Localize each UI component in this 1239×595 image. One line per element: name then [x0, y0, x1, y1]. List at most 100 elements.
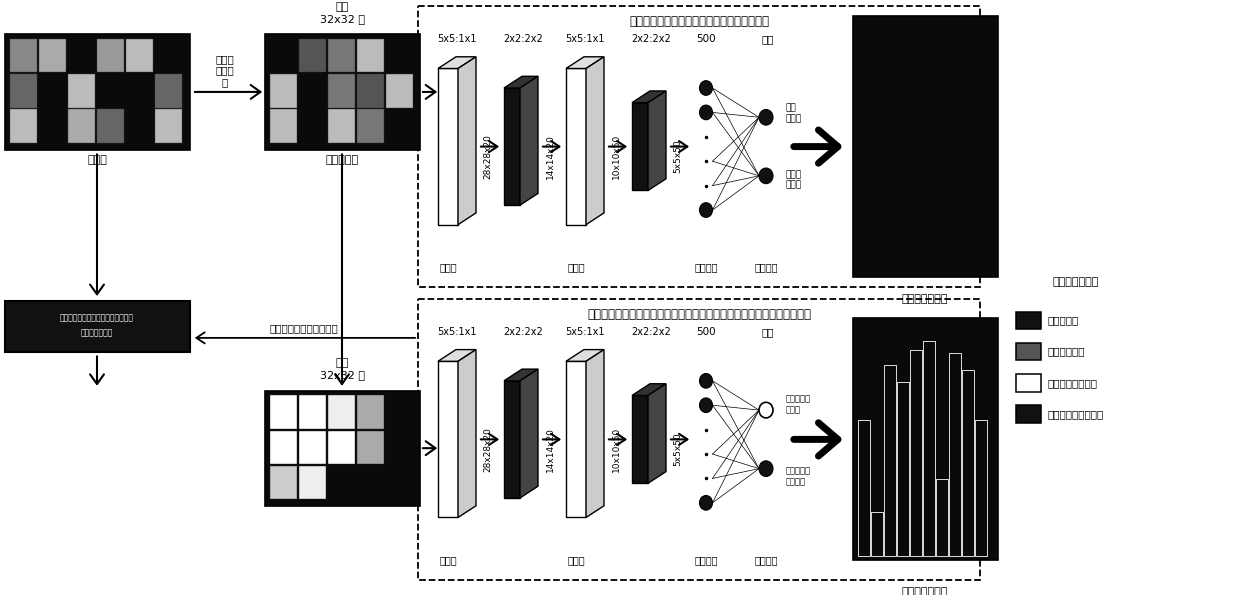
Polygon shape — [566, 350, 603, 361]
Polygon shape — [504, 76, 538, 88]
FancyBboxPatch shape — [299, 466, 326, 499]
Polygon shape — [586, 350, 603, 518]
Polygon shape — [520, 76, 538, 205]
Text: 2x2:2x2: 2x2:2x2 — [503, 35, 543, 44]
Polygon shape — [439, 361, 458, 518]
Text: 卷积层: 卷积层 — [439, 555, 457, 565]
FancyBboxPatch shape — [270, 431, 297, 464]
FancyBboxPatch shape — [10, 39, 37, 73]
Polygon shape — [632, 396, 648, 483]
FancyBboxPatch shape — [852, 16, 997, 277]
Text: 相机
拍摄块: 相机 拍摄块 — [786, 104, 802, 123]
FancyBboxPatch shape — [155, 74, 182, 108]
Text: 28x28x20: 28x28x20 — [483, 134, 492, 178]
Text: 2x2:2x2: 2x2:2x2 — [503, 327, 543, 337]
Text: 5x5:1x1: 5x5:1x1 — [565, 327, 605, 337]
Text: 14x14x20: 14x14x20 — [545, 134, 555, 178]
Text: 末位比特图: 末位比特图 — [326, 155, 358, 165]
Text: 卷积层: 卷积层 — [567, 555, 585, 565]
Text: 相机拍摄块: 相机拍摄块 — [1048, 315, 1079, 325]
Text: 卷积层: 卷积层 — [567, 262, 585, 273]
Text: 5x5:1x1: 5x5:1x1 — [565, 35, 605, 44]
FancyBboxPatch shape — [97, 109, 124, 143]
Text: 输入
32x32 块: 输入 32x32 块 — [320, 2, 364, 24]
FancyBboxPatch shape — [357, 431, 384, 464]
Text: 中间输出标签图: 中间输出标签图 — [1053, 277, 1099, 287]
Polygon shape — [458, 350, 476, 518]
FancyBboxPatch shape — [5, 301, 190, 352]
Text: 输入
32x32 块: 输入 32x32 块 — [320, 358, 364, 380]
FancyBboxPatch shape — [1016, 405, 1041, 423]
Ellipse shape — [700, 203, 712, 217]
Text: 全连接层: 全连接层 — [694, 262, 717, 273]
FancyBboxPatch shape — [1016, 374, 1041, 392]
Ellipse shape — [760, 109, 773, 125]
FancyBboxPatch shape — [265, 390, 420, 506]
Text: 计算机生成块的位置信息: 计算机生成块的位置信息 — [270, 323, 338, 333]
Text: 输出: 输出 — [762, 327, 774, 337]
Text: 2x2:2x2: 2x2:2x2 — [631, 327, 670, 337]
Text: 全连接层: 全连接层 — [755, 555, 778, 565]
FancyBboxPatch shape — [1016, 312, 1041, 329]
Text: 卷积层: 卷积层 — [439, 262, 457, 273]
FancyBboxPatch shape — [126, 39, 152, 73]
Text: 14x14x20: 14x14x20 — [545, 427, 555, 472]
FancyBboxPatch shape — [299, 431, 326, 464]
Polygon shape — [632, 103, 648, 190]
Text: 500: 500 — [696, 327, 716, 337]
Polygon shape — [632, 91, 667, 103]
Text: 5x5:1x1: 5x5:1x1 — [437, 327, 477, 337]
FancyBboxPatch shape — [299, 39, 326, 73]
FancyBboxPatch shape — [97, 39, 124, 73]
FancyBboxPatch shape — [270, 466, 297, 499]
Text: 计算机生成非文本块: 计算机生成非文本块 — [1048, 409, 1104, 419]
FancyBboxPatch shape — [328, 109, 356, 143]
FancyBboxPatch shape — [68, 109, 95, 143]
FancyBboxPatch shape — [270, 396, 297, 428]
Ellipse shape — [760, 168, 773, 184]
Text: 提取末
位比特
值: 提取末 位比特 值 — [216, 54, 234, 87]
Text: 全连接层: 全连接层 — [694, 555, 717, 565]
Polygon shape — [648, 384, 667, 483]
Ellipse shape — [760, 461, 773, 477]
Polygon shape — [439, 68, 458, 225]
Ellipse shape — [700, 81, 712, 95]
Polygon shape — [504, 381, 520, 498]
Text: 计算机生成
文本块: 计算机生成 文本块 — [786, 394, 812, 414]
FancyBboxPatch shape — [5, 35, 190, 149]
Polygon shape — [648, 91, 667, 190]
Polygon shape — [586, 57, 603, 225]
Text: 5x5:1x1: 5x5:1x1 — [437, 35, 477, 44]
FancyBboxPatch shape — [10, 109, 37, 143]
FancyBboxPatch shape — [328, 431, 356, 464]
Text: 机辅计算机生成块检测算法，参考图: 机辅计算机生成块检测算法，参考图 — [59, 314, 134, 323]
FancyBboxPatch shape — [270, 74, 297, 108]
Polygon shape — [458, 57, 476, 225]
Polygon shape — [566, 57, 603, 68]
FancyBboxPatch shape — [299, 396, 326, 428]
FancyBboxPatch shape — [68, 74, 95, 108]
Text: 500: 500 — [696, 35, 716, 44]
Text: 计算机生成文本块: 计算机生成文本块 — [1048, 378, 1098, 388]
Text: 灰度图: 灰度图 — [87, 155, 107, 165]
Polygon shape — [504, 369, 538, 381]
Polygon shape — [520, 369, 538, 498]
FancyBboxPatch shape — [328, 396, 356, 428]
Ellipse shape — [700, 398, 712, 412]
Text: 步骤二：将计算机生成块细分成计算机生成文本块和计算机生成非文本块: 步骤二：将计算机生成块细分成计算机生成文本块和计算机生成非文本块 — [587, 308, 812, 321]
FancyBboxPatch shape — [10, 74, 37, 108]
FancyBboxPatch shape — [265, 35, 420, 149]
Text: 计算机
生成块: 计算机 生成块 — [786, 170, 802, 189]
FancyBboxPatch shape — [357, 396, 384, 428]
Ellipse shape — [700, 105, 712, 120]
Text: 全连接层: 全连接层 — [755, 262, 778, 273]
FancyBboxPatch shape — [357, 74, 384, 108]
Text: 28x28x20: 28x28x20 — [483, 427, 492, 472]
Polygon shape — [439, 57, 476, 68]
Text: 步骤一：将块分成相机拍摄块或计算机生成块: 步骤一：将块分成相机拍摄块或计算机生成块 — [629, 15, 769, 28]
Polygon shape — [504, 88, 520, 205]
Text: 2x2:2x2: 2x2:2x2 — [631, 35, 670, 44]
Ellipse shape — [760, 402, 773, 418]
Text: 最终输出标签图: 最终输出标签图 — [902, 587, 948, 595]
Text: 中间输出标签图: 中间输出标签图 — [902, 294, 948, 304]
